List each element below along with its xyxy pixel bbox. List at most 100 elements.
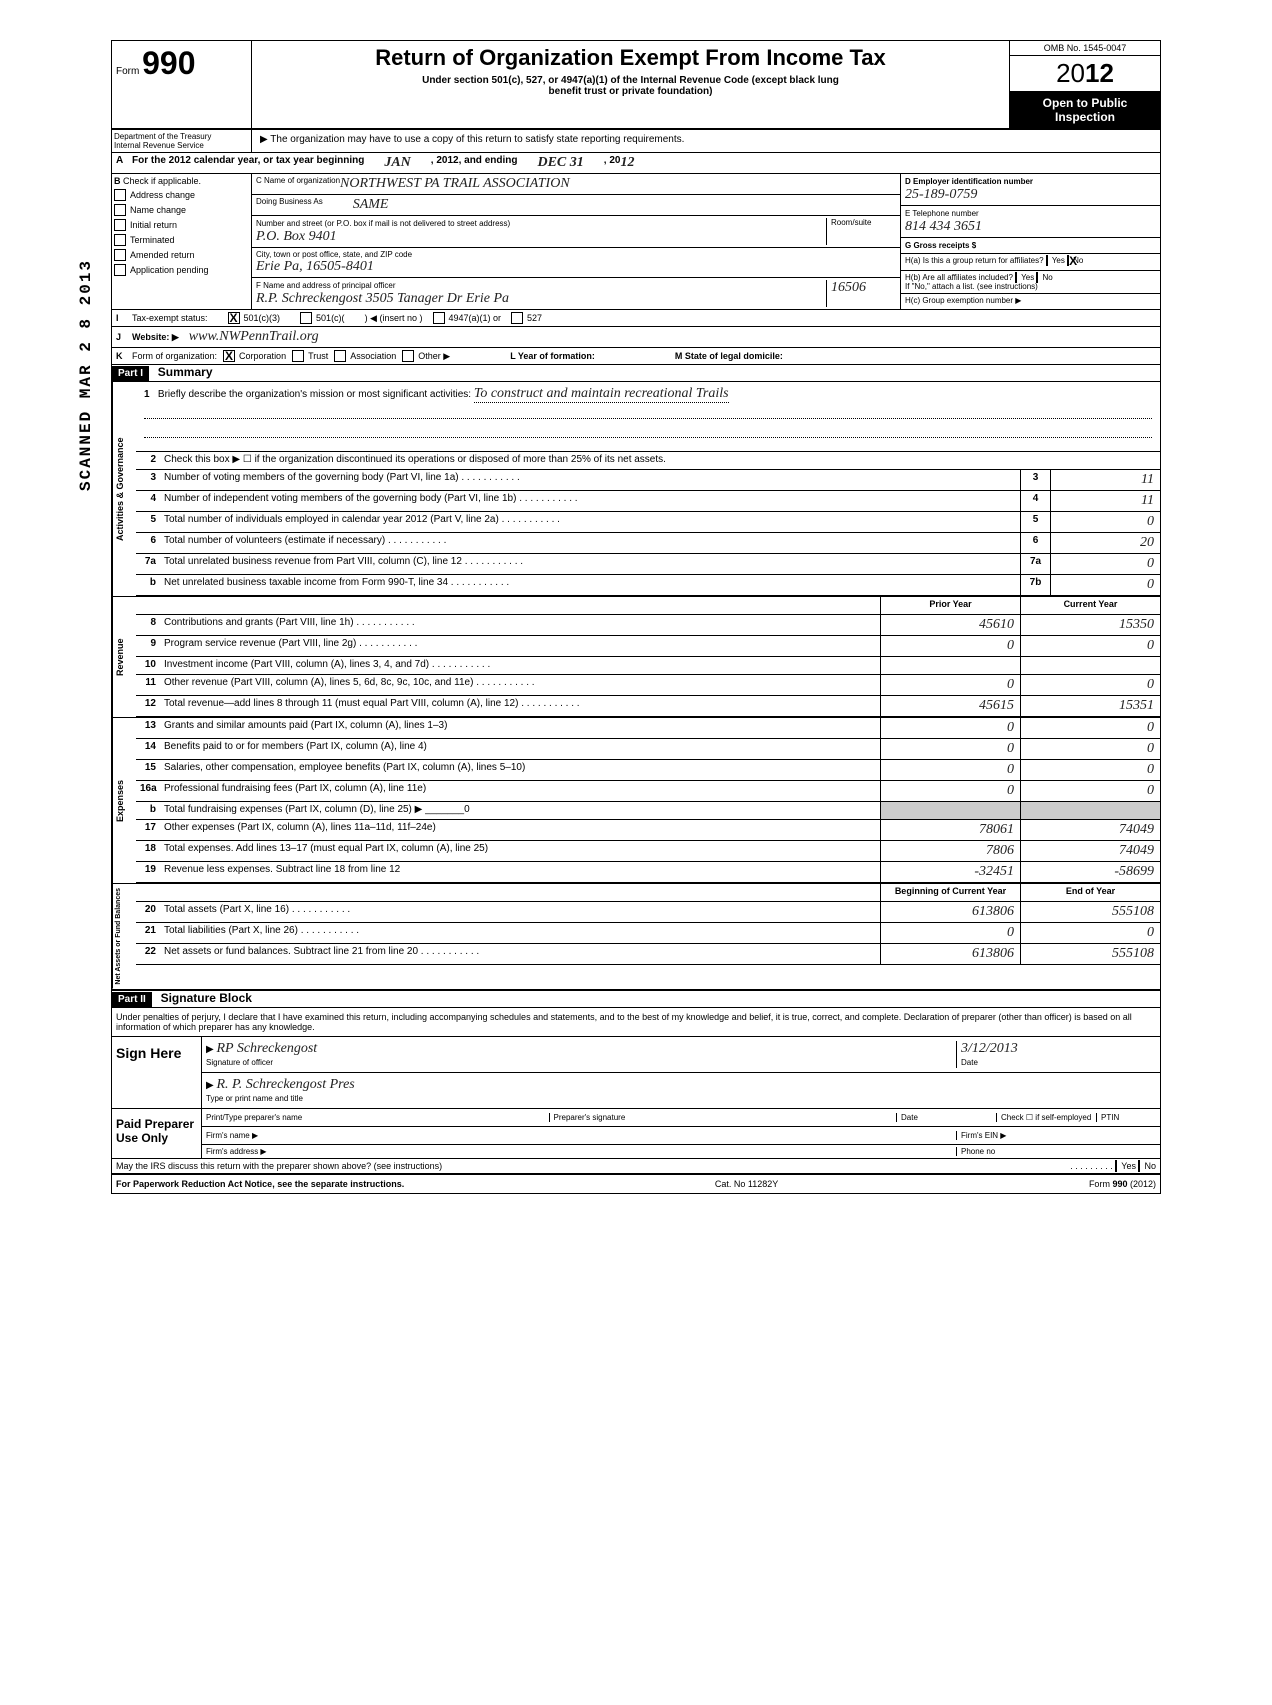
check-label: Address change [130,190,195,200]
open-public: Open to Public [1043,96,1128,110]
irs-no-box[interactable] [1138,1160,1140,1172]
current-val: 0 [1020,636,1160,656]
current-val: 15350 [1020,615,1160,635]
ha-no-box[interactable] [1067,255,1069,266]
check-initial-return[interactable] [114,219,126,231]
sign-here: Sign Here [112,1037,202,1108]
side-gov: Activities & Governance [112,382,136,596]
opt-other: Other ▶ [418,351,450,362]
firm-addr-label: Firm's address ▶ [206,1147,956,1156]
line-num: 12 [136,696,160,716]
trust-box[interactable] [292,350,304,362]
g-label: G Gross receipts $ [905,241,976,250]
line-num: 11 [136,675,160,695]
form-title: Return of Organization Exempt From Incom… [256,45,1005,71]
line-text: Other expenses (Part IX, column (A), lin… [160,820,880,840]
type-name-label: Type or print name and title [206,1094,303,1103]
line-text: Number of voting members of the governin… [160,470,1020,490]
line-num: 13 [136,718,160,738]
check-label: Name change [130,205,186,215]
line-text: Net assets or fund balances. Subtract li… [160,944,880,964]
form-number: 990 [142,45,195,81]
dba-hw: SAME [353,197,389,213]
prep-date-label: Date [896,1113,996,1122]
line-num: 17 [136,820,160,840]
tax-year: 2012 [1010,56,1160,92]
prep-sig-label: Preparer's signature [549,1113,897,1122]
j-text: Website: ▶ [132,332,179,343]
mission-hw: To construct and maintain recreational T… [474,386,729,403]
line-num: 4 [136,491,160,511]
501c-box[interactable] [300,312,312,324]
street-hw: P.O. Box 9401 [256,229,337,244]
check-label: Initial return [130,220,177,230]
firm-name-label: Firm's name ▶ [206,1131,956,1140]
m-label: M State of legal domicile: [675,351,783,361]
begin-val: 0 [880,923,1020,943]
line1-text: Briefly describe the organization's miss… [158,389,471,400]
begin-val: 613806 [880,944,1020,964]
corp-box[interactable] [223,350,235,362]
subtitle1: Under section 501(c), 527, or 4947(a)(1)… [256,75,1005,86]
501c3-box[interactable] [228,312,240,324]
prior-val: 0 [880,760,1020,780]
check-if: Check ☐ if self-employed [996,1113,1096,1122]
line-num: b [136,575,160,595]
yes-label2: Yes [1021,273,1034,282]
phone-label: Phone no [956,1147,1156,1156]
col-prior: Prior Year [880,597,1020,614]
line-box: 4 [1020,491,1050,511]
dba-label: Doing Business As [256,197,323,213]
irs-yes: Yes [1121,1161,1136,1171]
4947-box[interactable] [433,312,445,324]
line-num: 14 [136,739,160,759]
ha-yes-box[interactable] [1046,255,1048,266]
opt-trust: Trust [308,351,328,361]
check-address-change[interactable] [114,189,126,201]
ha-label: H(a) Is this a group return for affiliat… [905,256,1044,265]
f-room-hw: 16506 [826,280,896,307]
website-hw: www.NWPennTrail.org [189,329,319,345]
f-hw: R.P. Schreckengost 3505 Tanager Dr Erie … [256,291,509,306]
street-label: Number and street (or P.O. box if mail i… [256,219,510,228]
irs-yes-box[interactable] [1115,1160,1117,1172]
527-box[interactable] [511,312,523,324]
i-text: Tax-exempt status: [132,313,208,323]
line-text: Total fundraising expenses (Part IX, col… [160,802,880,819]
line-num: 6 [136,533,160,553]
check-label: Terminated [130,235,175,245]
line-val: 11 [1050,491,1160,511]
hb-label: H(b) Are all affiliates included? [905,273,1013,282]
line-text: Total expenses. Add lines 13–17 (must eq… [160,841,880,861]
ptin-label: PTIN [1096,1113,1156,1122]
part1-label: Part I [112,366,149,381]
ein-hw: 25-189-0759 [905,187,977,202]
line-num: 5 [136,512,160,532]
line-num: 20 [136,902,160,922]
begin-val: 613806 [880,902,1020,922]
check-application-pending[interactable] [114,264,126,276]
prior-val [880,657,1020,674]
part1-title: Summary [152,363,219,381]
line-box: 3 [1020,470,1050,490]
line-text: Revenue less expenses. Subtract line 18 … [160,862,880,882]
check-terminated[interactable] [114,234,126,246]
prior-val: 45610 [880,615,1020,635]
assoc-box[interactable] [334,350,346,362]
line-text: Program service revenue (Part VIII, line… [160,636,880,656]
line-text: Other revenue (Part VIII, column (A), li… [160,675,880,695]
date-hw: 3/12/2013 [961,1041,1018,1056]
line-text: Investment income (Part VIII, column (A)… [160,657,880,674]
check-name-change[interactable] [114,204,126,216]
current-val: 74049 [1020,820,1160,840]
line-val: 0 [1050,512,1160,532]
other-box[interactable] [402,350,414,362]
check-amended-return[interactable] [114,249,126,261]
end-val: 555108 [1020,944,1160,964]
row-a-yr: , 20 [604,155,621,171]
prior-val: 0 [880,675,1020,695]
prior-val: 0 [880,781,1020,801]
part2-label: Part II [112,992,152,1007]
line-box: 7b [1020,575,1050,595]
current-val: -58699 [1020,862,1160,882]
